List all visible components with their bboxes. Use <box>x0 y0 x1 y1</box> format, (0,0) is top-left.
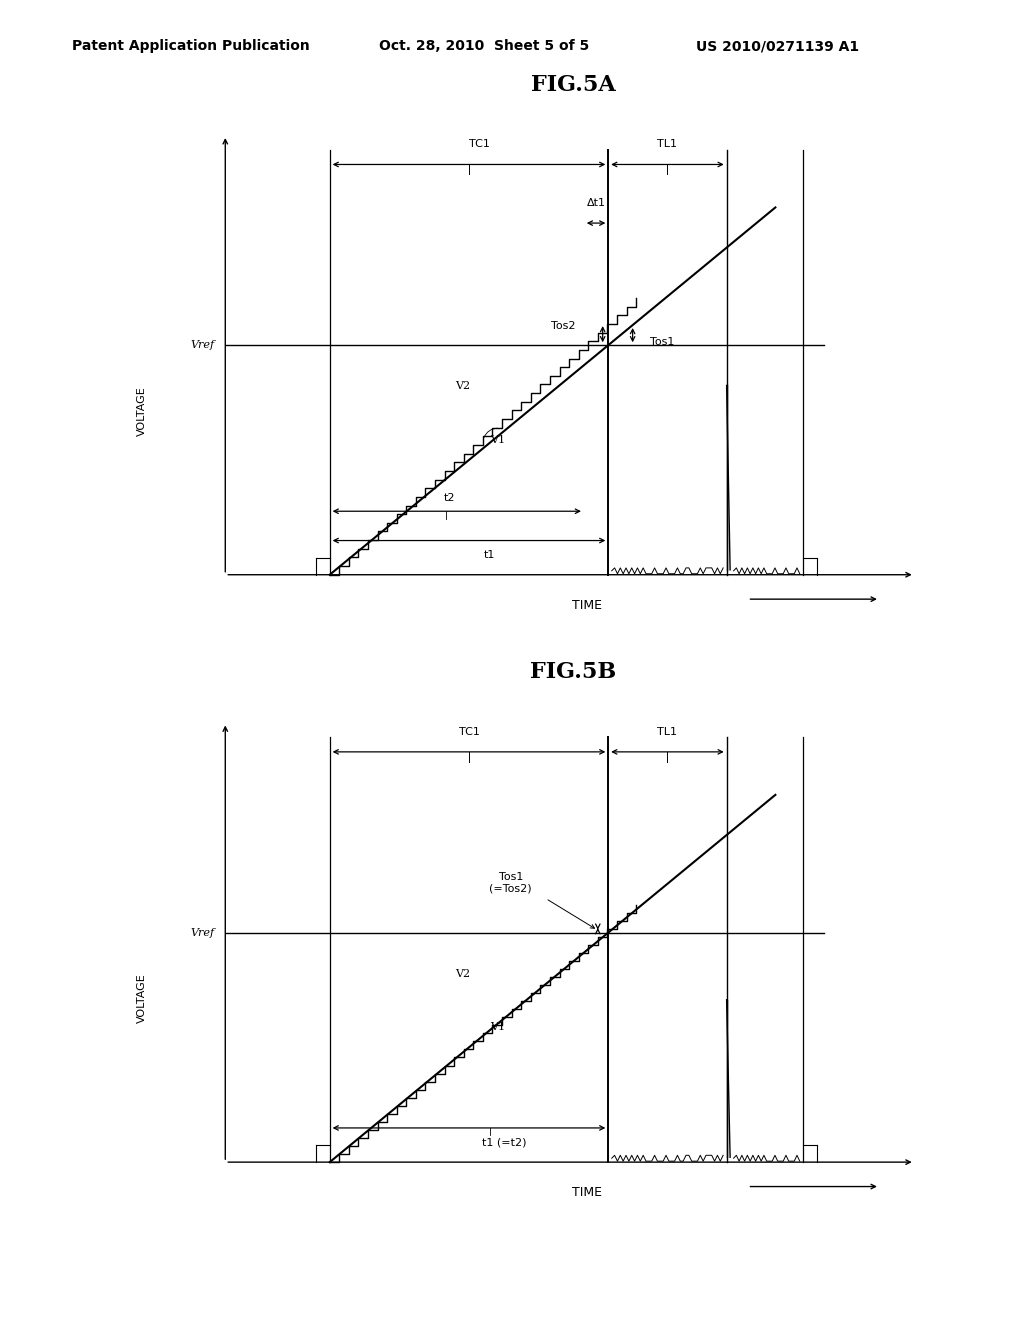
Text: VOLTAGE: VOLTAGE <box>137 387 146 436</box>
Text: TL1: TL1 <box>657 727 678 737</box>
Text: TIME: TIME <box>572 599 602 612</box>
Text: Vref: Vref <box>190 928 215 937</box>
Text: V2: V2 <box>455 969 470 978</box>
Text: Tos1
(=Tos2): Tos1 (=Tos2) <box>489 873 532 894</box>
Text: Tos2: Tos2 <box>551 321 575 331</box>
Text: TC1: TC1 <box>469 140 489 149</box>
Text: t1 (=t2): t1 (=t2) <box>481 1137 526 1147</box>
Text: FIG.5B: FIG.5B <box>530 661 616 684</box>
Text: t2: t2 <box>444 494 456 503</box>
Text: Patent Application Publication: Patent Application Publication <box>72 40 309 53</box>
Text: US 2010/0271139 A1: US 2010/0271139 A1 <box>696 40 859 53</box>
Text: Δt1: Δt1 <box>587 198 605 209</box>
Text: TC1: TC1 <box>459 727 479 737</box>
Text: V1: V1 <box>489 1022 505 1032</box>
Text: t1: t1 <box>484 549 496 560</box>
Text: V1: V1 <box>489 434 505 445</box>
Text: Vref: Vref <box>190 341 215 350</box>
Text: VOLTAGE: VOLTAGE <box>137 974 146 1023</box>
Text: FIG.5A: FIG.5A <box>531 74 615 96</box>
Text: Tos1: Tos1 <box>650 338 675 347</box>
Text: TL1: TL1 <box>657 140 678 149</box>
Text: V2: V2 <box>455 381 470 391</box>
Text: Oct. 28, 2010  Sheet 5 of 5: Oct. 28, 2010 Sheet 5 of 5 <box>379 40 589 53</box>
Text: TIME: TIME <box>572 1187 602 1200</box>
